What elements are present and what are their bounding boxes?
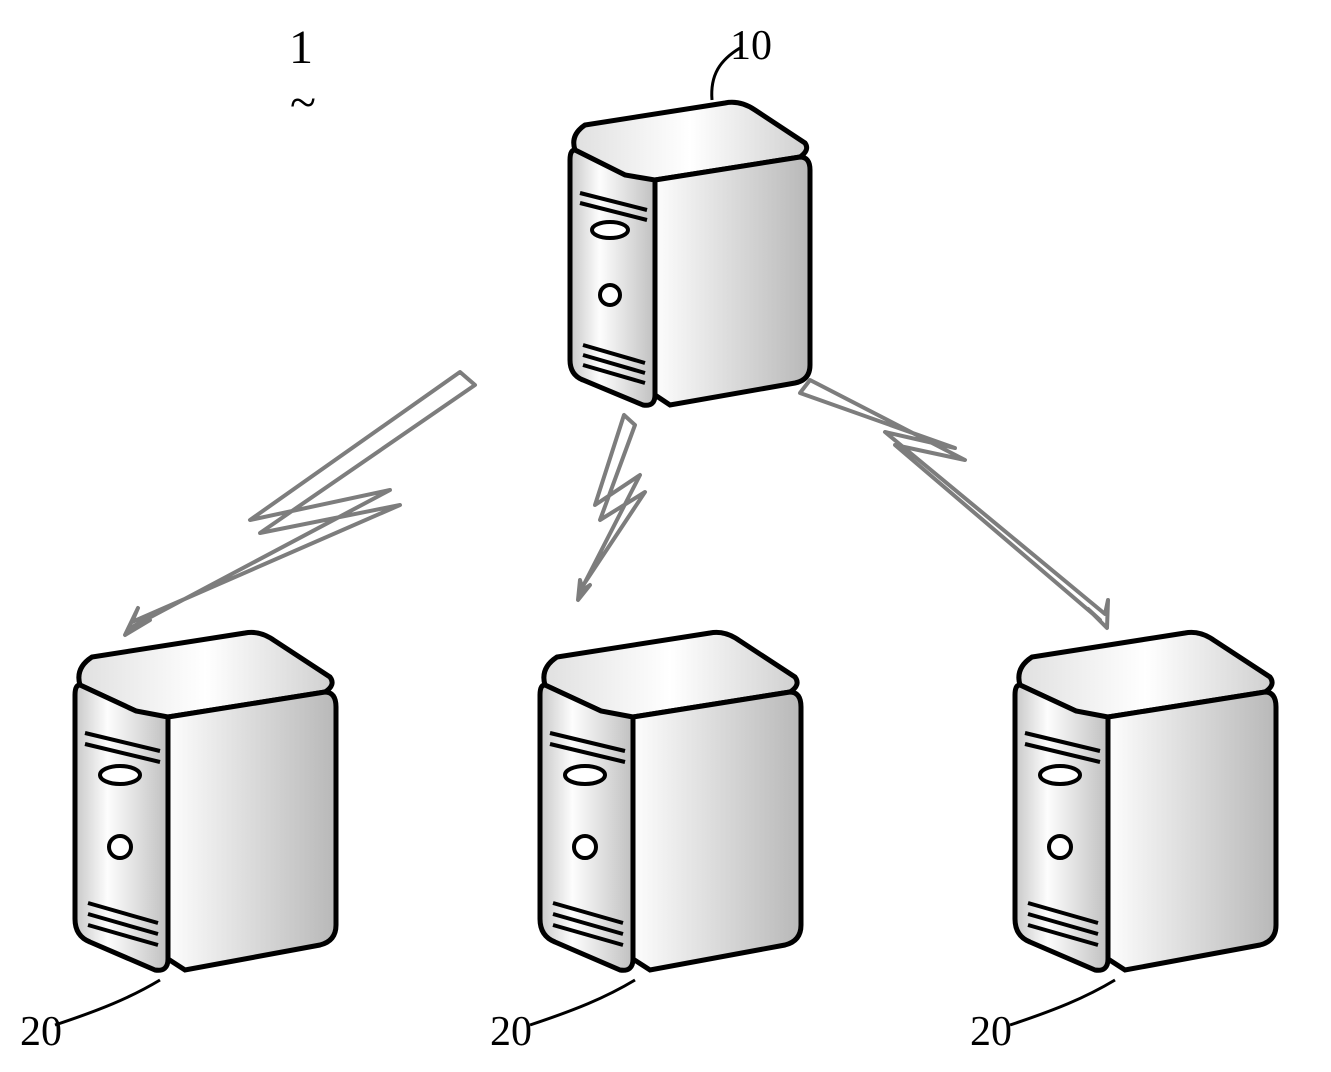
- bolt-right-icon: [800, 380, 1108, 628]
- server-left-icon: [60, 625, 340, 985]
- server-right-icon: [1000, 625, 1280, 985]
- bolt-left-icon: [125, 372, 475, 635]
- bolt-mid-icon: [578, 415, 645, 600]
- diagram-canvas: 1 ~ 10 20 20 20: [0, 0, 1331, 1072]
- server-central-icon: [555, 95, 815, 415]
- server-mid-icon: [525, 625, 805, 985]
